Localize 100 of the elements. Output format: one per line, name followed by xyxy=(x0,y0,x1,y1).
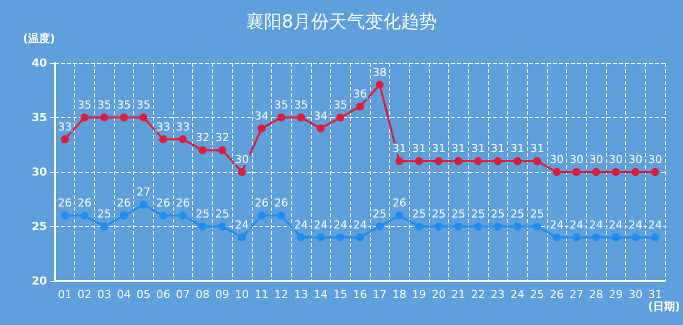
point xyxy=(100,222,108,230)
data-label: 25 xyxy=(372,208,387,220)
x-tick-label: 12 xyxy=(274,288,288,301)
point xyxy=(376,222,384,230)
point xyxy=(612,168,620,176)
data-label: 35 xyxy=(274,98,288,112)
point xyxy=(277,212,286,220)
data-label: 35 xyxy=(78,98,92,112)
data-label: 30 xyxy=(569,153,584,166)
point xyxy=(434,222,443,230)
y-tick-label: 25 xyxy=(32,220,47,233)
data-label: 30 xyxy=(234,153,249,166)
x-tick-label: 02 xyxy=(78,288,92,301)
data-label: 24 xyxy=(294,218,308,232)
point xyxy=(415,157,424,166)
point xyxy=(336,233,344,242)
data-label: 25 xyxy=(432,208,446,220)
x-tick-label: 31 xyxy=(648,288,662,301)
x-tick-label: 28 xyxy=(589,288,604,301)
x-tick-label: 03 xyxy=(97,288,112,301)
point xyxy=(631,233,640,242)
point xyxy=(631,168,640,176)
data-label: 35 xyxy=(97,98,112,112)
x-tick-label: 11 xyxy=(254,288,269,301)
point xyxy=(238,233,246,242)
point xyxy=(159,212,168,220)
data-label: 31 xyxy=(392,142,406,156)
y-tick-label: 20 xyxy=(32,274,48,288)
data-label: 24 xyxy=(569,218,584,232)
data-label: 24 xyxy=(333,218,348,232)
x-tick-label: 13 xyxy=(294,288,308,301)
data-label: 25 xyxy=(451,208,466,220)
data-label: 24 xyxy=(608,218,623,232)
point xyxy=(159,135,168,144)
data-label: 25 xyxy=(196,208,210,220)
point xyxy=(434,157,443,166)
x-tick-label: 10 xyxy=(234,288,249,301)
data-label: 32 xyxy=(196,131,210,144)
data-label: 31 xyxy=(451,142,466,156)
point xyxy=(218,222,226,230)
x-tick-label: 26 xyxy=(550,288,564,301)
data-label: 30 xyxy=(550,153,564,166)
data-label: 25 xyxy=(215,208,230,220)
point xyxy=(80,212,89,220)
x-tick-label: 06 xyxy=(156,288,170,301)
point xyxy=(198,222,207,230)
point xyxy=(80,114,89,122)
point xyxy=(100,114,108,122)
y-tick-label: 30 xyxy=(32,166,48,178)
data-label: 25 xyxy=(471,208,486,220)
data-label: 38 xyxy=(372,66,387,79)
data-label: 24 xyxy=(648,218,662,232)
point xyxy=(454,222,462,230)
point xyxy=(395,157,404,166)
data-label: 24 xyxy=(589,218,604,232)
x-axis-title: (日期) xyxy=(648,300,680,313)
data-label: 26 xyxy=(274,196,288,210)
data-label: 26 xyxy=(254,196,269,210)
point xyxy=(474,157,482,166)
point xyxy=(651,168,660,176)
data-label: 35 xyxy=(136,98,151,112)
point xyxy=(651,233,660,242)
point xyxy=(140,114,148,122)
point xyxy=(572,168,580,176)
data-label: 35 xyxy=(294,98,308,112)
data-label: 34 xyxy=(314,109,328,122)
x-tick-label: 24 xyxy=(510,288,524,301)
point xyxy=(356,102,364,111)
data-label: 33 xyxy=(176,120,190,134)
point xyxy=(238,168,246,176)
point xyxy=(356,233,364,242)
point xyxy=(296,233,305,242)
data-label: 32 xyxy=(215,131,230,144)
data-label: 35 xyxy=(333,98,348,112)
point xyxy=(178,135,187,144)
point xyxy=(120,212,128,220)
data-label: 25 xyxy=(412,208,426,220)
y-tick-label: 35 xyxy=(32,111,47,124)
data-label: 25 xyxy=(530,208,544,220)
x-tick-label: 23 xyxy=(490,288,505,301)
point xyxy=(513,157,522,166)
x-tick-label: 19 xyxy=(412,288,426,301)
data-label: 26 xyxy=(392,196,406,210)
y-tick-label: 40 xyxy=(32,56,48,70)
x-tick-label: 07 xyxy=(176,288,190,301)
point xyxy=(376,80,384,89)
x-tick-label: 17 xyxy=(372,288,387,301)
data-label: 35 xyxy=(116,98,131,112)
data-label: 34 xyxy=(254,109,269,122)
x-tick-label: 09 xyxy=(215,288,230,301)
data-label: 30 xyxy=(589,153,604,166)
data-label: 25 xyxy=(490,208,505,220)
point xyxy=(316,124,325,132)
point xyxy=(552,168,561,176)
data-label: 33 xyxy=(156,120,170,134)
point xyxy=(592,233,600,242)
point xyxy=(533,157,542,166)
x-tick-label: 25 xyxy=(530,288,544,301)
point xyxy=(494,157,502,166)
point xyxy=(258,124,266,132)
